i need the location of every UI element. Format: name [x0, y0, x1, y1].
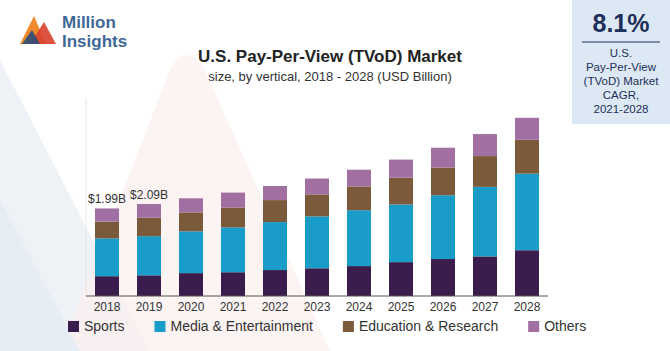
bar-segment: [95, 222, 119, 239]
bar-segment: [431, 168, 455, 196]
x-tick-label: 2026: [430, 300, 457, 314]
bar-segment: [221, 272, 245, 296]
bar-segment: [431, 259, 455, 296]
bars: [95, 118, 539, 296]
bar-segment: [515, 140, 539, 174]
bar-segment: [305, 268, 329, 296]
badge-text: 2021-2028: [594, 103, 649, 115]
bar-segment: [305, 194, 329, 216]
bar-segment: [95, 208, 119, 221]
bar-segment: [515, 250, 539, 296]
bar-segment: [137, 204, 161, 218]
legend-swatch: [154, 321, 165, 332]
badge-text: CAGR,: [603, 89, 639, 101]
bar-segment: [179, 231, 203, 273]
x-tick-label: 2024: [346, 300, 373, 314]
legend-label: Media & Entertainment: [170, 318, 313, 334]
logo-text: Million: [62, 13, 116, 32]
badge-text: Pay-Per-View: [586, 61, 657, 73]
legend-label: Sports: [84, 318, 124, 334]
bar-segment: [515, 174, 539, 251]
cagr-badge: 8.1% U.S. Pay-Per-View (TVoD) Market CAGR, 20…: [572, 0, 670, 124]
badge-value: 8.1%: [593, 9, 650, 37]
bar-segment: [221, 193, 245, 208]
badge-box: [572, 0, 670, 124]
bar-segment: [473, 256, 497, 296]
x-tick-label: 2020: [178, 300, 205, 314]
bar-segment: [431, 195, 455, 259]
bar-segment: [179, 273, 203, 296]
legend-swatch: [68, 321, 79, 332]
bar-segment: [473, 187, 497, 257]
x-tick-label: 2019: [136, 300, 163, 314]
badge-text: U.S.: [610, 47, 632, 59]
x-tick-label: 2027: [472, 300, 499, 314]
logo-mark: [22, 30, 40, 44]
bar-segment: [263, 222, 287, 270]
x-tick-label: 2022: [262, 300, 289, 314]
bar-segment: [263, 200, 287, 222]
bar-segment: [137, 236, 161, 275]
bar-segment: [221, 227, 245, 272]
bar-segment: [389, 178, 413, 205]
bar-segment: [95, 238, 119, 276]
x-tick-label: 2028: [514, 300, 541, 314]
bar-segment: [305, 179, 329, 195]
bar-segment: [389, 262, 413, 296]
legend: Sports Media & Entertainment Education & R…: [68, 318, 586, 334]
bar-segment: [95, 276, 119, 296]
logo: MillionInsights: [20, 13, 127, 51]
bar-segment: [473, 156, 497, 187]
bar-segment: [347, 210, 371, 266]
bar-segment: [389, 204, 413, 262]
bar-segment: [431, 148, 455, 168]
subtitle: size, by vertical, 2018 - 2028 (USD Bill…: [208, 69, 452, 84]
bar-segment: [179, 212, 203, 231]
bar-segment: [347, 170, 371, 187]
legend-swatch: [343, 321, 354, 332]
bar-segment: [179, 198, 203, 212]
bar-segment: [221, 208, 245, 228]
x-axis-line: [86, 296, 548, 297]
legend-label: Others: [544, 318, 586, 334]
decor: [60, 55, 330, 351]
legend-swatch: [528, 321, 539, 332]
bar-segment: [389, 160, 413, 178]
title: U.S. Pay-Per-View (TVoD) Market: [198, 47, 462, 66]
x-tick-label: 2021: [220, 300, 247, 314]
badge-rule: [582, 42, 660, 43]
bar-segment: [137, 218, 161, 236]
x-tick-label: 2023: [304, 300, 331, 314]
x-tick-label: 2018: [94, 300, 121, 314]
background: [0, 0, 670, 351]
legend-label: Education & Research: [359, 318, 498, 334]
bar-segment: [137, 275, 161, 296]
decor: [0, 200, 80, 351]
bar-segment: [305, 216, 329, 268]
total-label: $2.09B: [130, 188, 168, 202]
bar-segment: [515, 118, 539, 140]
bar-segment: [347, 186, 371, 210]
chart: MillionInsights 8.1% U.S. Pay-Per-View (TVoD…: [0, 0, 670, 351]
total-label: $1.99B: [88, 192, 126, 206]
badge-text: (TVoD) Market: [584, 75, 660, 87]
logo-text: Insights: [62, 32, 127, 51]
y-axis-line: [86, 98, 87, 296]
bar-segment: [263, 270, 287, 296]
bar-segment: [263, 186, 287, 200]
bar-segment: [347, 266, 371, 296]
x-tick-label: 2025: [388, 300, 415, 314]
bar-segment: [473, 134, 497, 156]
